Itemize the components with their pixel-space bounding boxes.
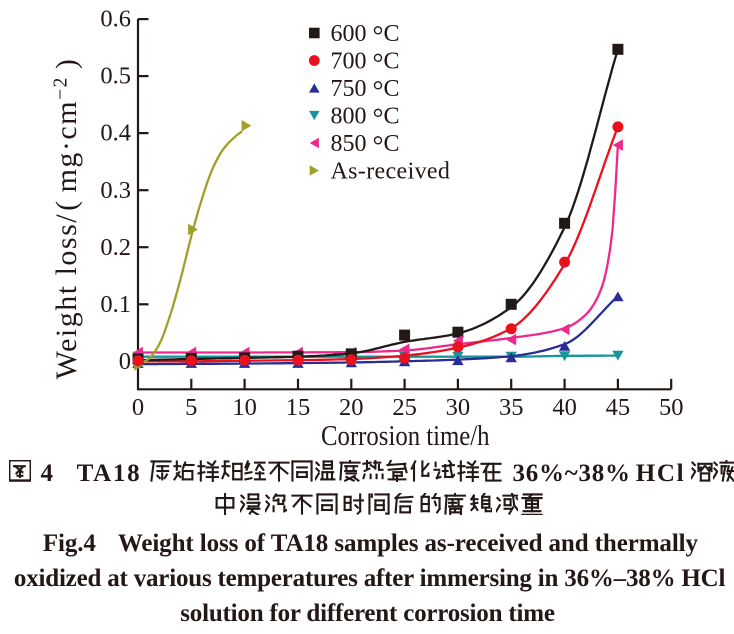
svg-text:700 °C: 700 °C xyxy=(331,47,400,78)
svg-text:0.6: 0.6 xyxy=(100,6,131,33)
svg-text:0: 0 xyxy=(119,348,131,375)
svg-text:0: 0 xyxy=(132,394,144,421)
svg-text:0.1: 0.1 xyxy=(100,291,131,318)
svg-text:45: 45 xyxy=(606,394,631,421)
svg-text:35: 35 xyxy=(499,394,524,421)
svg-text:0.2: 0.2 xyxy=(100,234,131,261)
svg-text:750 °C: 750 °C xyxy=(331,75,400,106)
svg-text:40: 40 xyxy=(552,394,577,421)
svg-text:0.3: 0.3 xyxy=(100,177,131,204)
svg-text:30: 30 xyxy=(446,394,471,421)
svg-text:600 °C: 600 °C xyxy=(331,20,400,51)
svg-text:Weight loss/(mg·cm−2): Weight loss/(mg·cm−2) xyxy=(50,58,83,380)
svg-text:5: 5 xyxy=(185,394,197,421)
svg-text:0.4: 0.4 xyxy=(100,120,131,147)
svg-text:20: 20 xyxy=(339,394,364,421)
svg-text:0.5: 0.5 xyxy=(100,63,131,90)
svg-text:25: 25 xyxy=(392,394,417,421)
svg-text:15: 15 xyxy=(286,394,311,421)
svg-text:Corrosion time/h: Corrosion time/h xyxy=(321,420,490,452)
svg-text:800 °C: 800 °C xyxy=(331,102,400,133)
svg-text:50: 50 xyxy=(659,394,684,421)
svg-text:850 °C: 850 °C xyxy=(331,130,400,161)
svg-text:10: 10 xyxy=(232,394,257,421)
svg-text:As-received: As-received xyxy=(331,159,451,185)
